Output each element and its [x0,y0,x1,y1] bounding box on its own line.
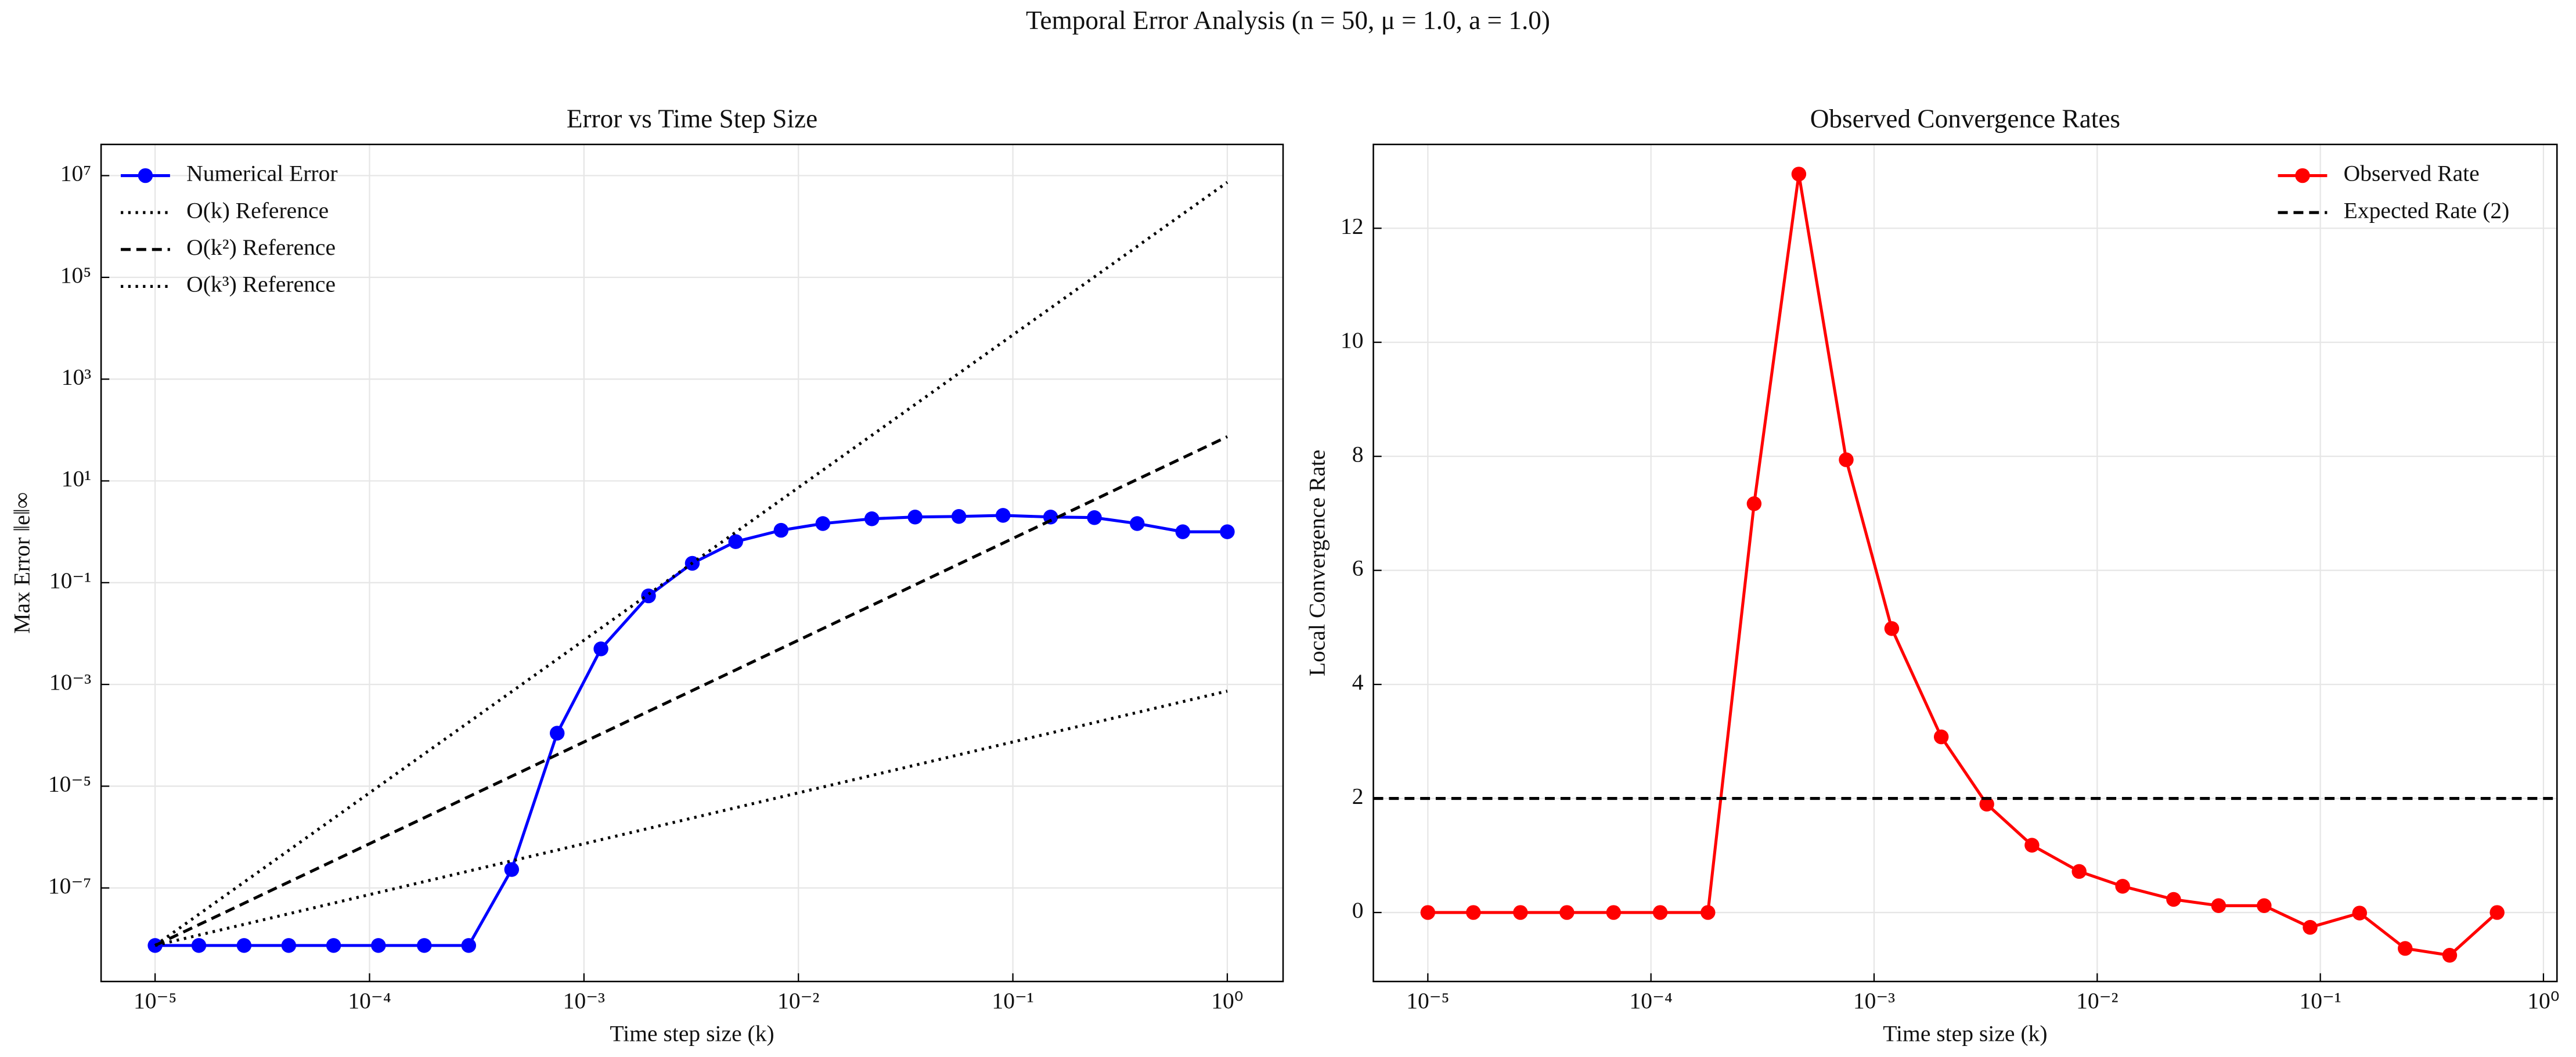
series-line [155,514,1227,947]
legend-label: O(k) Reference [186,197,329,223]
axes-title: Error vs Time Step Size [567,104,817,134]
legend-label: Numerical Error [186,161,337,186]
data-point [1700,905,1716,920]
data-point [1466,905,1481,920]
data-point [371,938,386,953]
data-point [281,938,297,953]
data-point [1130,516,1145,531]
y-tick-label: 10³ [62,364,92,389]
y-tick-label: 2 [1352,784,1364,809]
series-line [154,181,1228,947]
legend-label: O(k²) Reference [186,235,336,260]
data-point [773,522,789,538]
x-axis-label: Time step size (k) [1883,1020,2047,1046]
data-point [1652,905,1668,920]
data-point [1087,510,1102,525]
data-point [2303,919,2318,935]
legend-label: Expected Rate (2) [2344,197,2510,223]
data-point [641,588,656,604]
y-tick-label: 4 [1352,669,1364,695]
data-point [593,641,608,656]
data-point [2442,948,2458,963]
data-point [1746,496,1762,511]
series-line [154,690,1228,947]
data-point [461,938,477,953]
data-point [2024,838,2040,853]
data-point [1420,905,1436,920]
data-point [2352,906,2368,921]
data-point [1791,167,1807,182]
data-point [1839,452,1854,467]
y-tick-label: 12 [1341,213,1364,239]
data-point [2257,898,2272,913]
series-line [1428,174,2498,957]
data-point [2071,864,2087,879]
x-tick-label: 10⁰ [1211,988,1243,1013]
data-point [1884,621,1900,636]
y-tick-label: 10¹ [62,466,91,492]
x-tick-label: 10⁻¹ [992,988,1033,1013]
x-tick-label: 10⁰ [2527,988,2559,1013]
data-point [2211,898,2226,913]
data-point [326,938,341,953]
data-point [549,726,565,741]
axes-frame [1372,143,2558,983]
data-point [1606,905,1622,920]
y-tick-label: 10⁵ [60,262,91,288]
data-point [1979,796,1994,812]
data-point [1220,524,1235,539]
data-point [1175,524,1190,539]
data-point [995,508,1011,523]
legend-marker [2295,168,2310,183]
data-point [2489,905,2505,920]
y-tick-label: 6 [1352,555,1364,581]
x-axis-label: Time step size (k) [610,1020,774,1046]
data-point [191,938,207,953]
data-point [236,938,252,953]
data-point [504,862,520,877]
y-tick-label: 10⁻¹ [49,568,91,593]
x-tick-label: 10⁻⁴ [1630,988,1673,1013]
legend-label: O(k³) Reference [186,272,336,297]
x-tick-label: 10⁻² [777,988,819,1013]
y-tick-label: 0 [1352,897,1364,923]
x-tick-label: 10⁻⁵ [1406,988,1449,1013]
figure-title: Temporal Error Analysis (n = 50, μ = 1.0… [1026,6,1550,35]
x-tick-label: 10⁻³ [1853,988,1895,1013]
data-point [417,938,432,953]
y-tick-label: 10⁻³ [49,669,91,695]
data-point [864,511,880,526]
y-tick-label: 8 [1352,441,1364,467]
y-tick-label: 10 [1341,327,1364,353]
y-tick-label: 10⁻⁵ [48,771,91,797]
x-tick-label: 10⁻⁴ [348,988,391,1013]
series-line [154,435,1228,947]
x-tick-label: 10⁻³ [563,988,605,1013]
y-tick-label: 10⁷ [60,161,91,186]
data-point [907,510,923,525]
data-point [1513,905,1528,920]
axes-title: Observed Convergence Rates [1810,104,2120,134]
data-point [815,516,831,531]
x-tick-label: 10⁻¹ [2299,988,2341,1013]
y-tick-label: 10⁻⁷ [48,873,91,899]
data-point [2398,941,2413,956]
legend-label: Observed Rate [2344,161,2480,186]
axes-frame [100,143,1284,983]
legend-marker [138,168,153,183]
data-point [1559,905,1575,920]
x-tick-label: 10⁻⁵ [134,988,176,1013]
y-axis-label: Max Error ‖e‖∞ [9,492,34,634]
data-point [951,509,967,524]
data-point [2115,879,2130,894]
data-point [728,534,743,549]
data-point [1933,729,1949,745]
data-point [2166,892,2181,907]
y-axis-label: Local Convergence Rate [1304,450,1330,677]
x-tick-label: 10⁻² [2076,988,2118,1013]
